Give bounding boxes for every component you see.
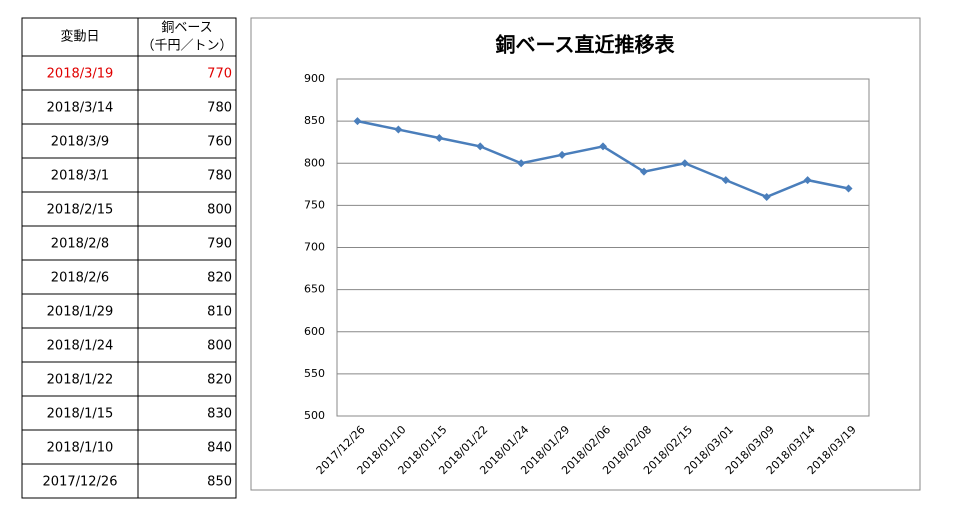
column-header: 変動日 — [60, 29, 99, 45]
date-cell: 2018/3/9 — [51, 135, 109, 150]
y-tick-label: 650 — [304, 283, 325, 296]
y-tick-label: 900 — [304, 72, 325, 85]
price-cell: 770 — [207, 67, 232, 82]
column-header: （千円／トン） — [141, 39, 232, 54]
price-cell: 830 — [207, 407, 232, 422]
date-cell: 2017/12/26 — [43, 475, 118, 490]
chart-frame — [250, 17, 921, 491]
date-cell: 2018/1/10 — [47, 441, 114, 456]
date-cell: 2018/3/1 — [51, 169, 109, 184]
price-cell: 820 — [207, 373, 232, 388]
marker — [353, 117, 362, 126]
price-cell: 760 — [207, 135, 232, 150]
y-tick-label: 850 — [304, 114, 325, 127]
date-cell: 2018/1/15 — [47, 407, 114, 422]
price-cell: 790 — [207, 237, 232, 252]
marker — [558, 150, 567, 159]
marker — [680, 159, 689, 168]
table-border — [21, 17, 237, 499]
date-cell: 2018/1/22 — [47, 373, 114, 388]
column-header: 銅ベース — [161, 21, 212, 36]
price-cell: 800 — [207, 203, 232, 218]
marker — [394, 125, 403, 134]
price-cell: 800 — [207, 339, 232, 354]
marker — [762, 192, 771, 201]
marker — [844, 184, 853, 193]
marker — [476, 142, 485, 151]
y-tick-label: 750 — [304, 198, 325, 211]
date-cell: 2018/1/24 — [47, 339, 114, 354]
marker — [435, 133, 444, 142]
marker — [639, 167, 648, 176]
date-cell: 2018/2/6 — [51, 271, 109, 286]
price-cell: 780 — [207, 169, 232, 184]
date-cell: 2018/2/15 — [47, 203, 114, 218]
y-tick-label: 500 — [304, 409, 325, 422]
price-cell: 850 — [207, 475, 232, 490]
y-tick-label: 700 — [304, 241, 325, 254]
price-cell: 840 — [207, 441, 232, 456]
y-tick-label: 550 — [304, 367, 325, 380]
price-cell: 820 — [207, 271, 232, 286]
chart-title: 銅ベース直近推移表 — [496, 33, 676, 57]
date-cell: 2018/1/29 — [47, 305, 114, 320]
marker — [517, 159, 526, 168]
marker — [721, 176, 730, 185]
date-cell: 2018/2/8 — [51, 237, 109, 252]
price-cell: 810 — [207, 305, 232, 320]
marker — [599, 142, 607, 151]
y-tick-label: 800 — [304, 156, 325, 169]
date-cell: 2018/3/19 — [47, 67, 114, 82]
price-cell: 780 — [207, 101, 232, 116]
marker — [803, 176, 812, 185]
y-tick-label: 600 — [304, 325, 325, 338]
date-cell: 2018/3/14 — [47, 101, 114, 116]
